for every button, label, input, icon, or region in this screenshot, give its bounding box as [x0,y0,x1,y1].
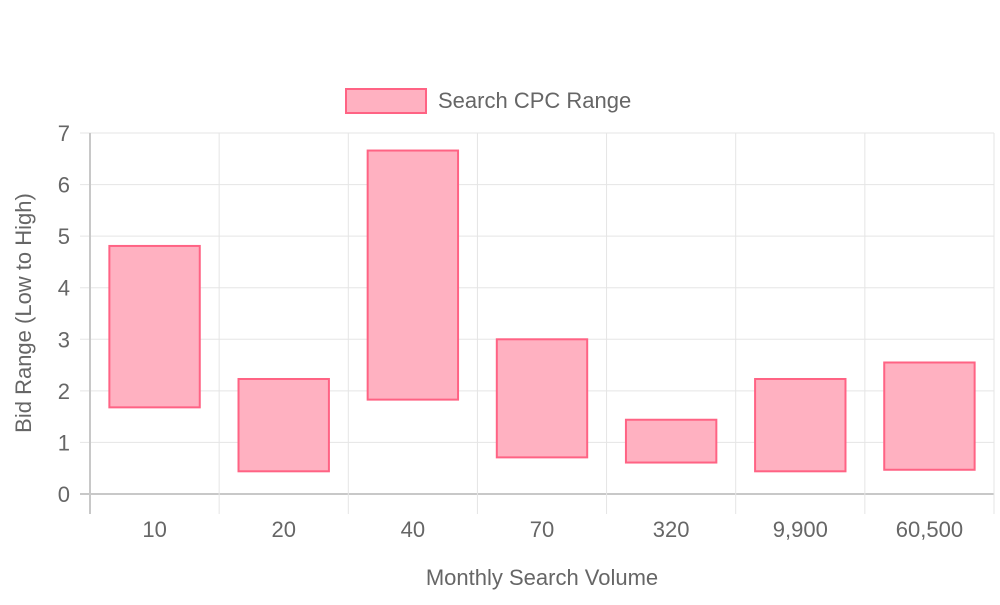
x-tick-label: 320 [653,517,690,542]
bars [108,149,976,473]
legend-swatch [345,88,427,114]
x-tick-label: 10 [142,517,166,542]
x-tick-label: 40 [401,517,425,542]
grid [80,132,995,514]
range-bar [495,338,589,459]
y-tick-label: 4 [58,276,70,301]
range-bar [624,418,718,464]
y-tick-label: 1 [58,430,70,455]
y-tick-label: 3 [58,327,70,352]
y-axis-title: Bid Range (Low to High) [11,193,36,433]
range-bar [883,361,976,471]
x-tick-label: 70 [530,517,554,542]
legend: Search CPC Range [345,88,631,114]
x-axis-ticks: 10 20 40 70 320 9,900 60,500 [142,517,963,542]
y-tick-label: 6 [58,173,70,198]
x-tick-label: 9,900 [773,517,828,542]
range-bar [754,377,847,473]
range-bar [237,377,330,473]
x-axis-title: Monthly Search Volume [426,565,658,590]
y-axis-ticks: 0 1 2 3 4 5 6 7 [58,121,70,507]
x-tick-label: 20 [271,517,295,542]
y-tick-label: 7 [58,121,70,146]
range-bar [366,149,460,401]
x-tick-label: 60,500 [896,517,963,542]
y-tick-label: 0 [58,482,70,507]
legend-label: Search CPC Range [438,88,631,113]
y-tick-label: 5 [58,224,70,249]
y-tick-label: 2 [58,379,70,404]
range-bar [108,244,201,409]
